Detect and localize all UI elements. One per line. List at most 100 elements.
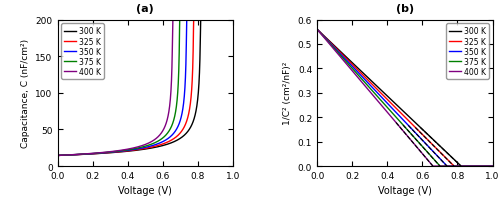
- 325 K: [192, 19, 198, 22]
- X-axis label: Voltage (V): Voltage (V): [118, 186, 172, 195]
- 350 K: [394, 113, 400, 116]
- 375 K: [230, 19, 236, 22]
- 325 K: [314, 29, 320, 31]
- 375 K: [400, 123, 406, 126]
- 375 K: [225, 19, 231, 22]
- 300 K: [135, 149, 141, 152]
- 350 K: [64, 154, 70, 156]
- 300 K: [484, 165, 490, 167]
- 375 K: [437, 165, 443, 167]
- 400 K: [140, 144, 146, 147]
- 350 K: [444, 165, 450, 167]
- Line: 400 K: 400 K: [317, 30, 492, 166]
- 350 K: [452, 165, 458, 167]
- 300 K: [54, 154, 60, 157]
- 375 K: [484, 165, 490, 167]
- 400 K: [314, 29, 320, 31]
- 325 K: [230, 19, 236, 22]
- 350 K: [490, 165, 496, 167]
- 325 K: [225, 19, 231, 22]
- 300 K: [490, 165, 496, 167]
- 350 K: [225, 19, 231, 22]
- 375 K: [314, 29, 320, 31]
- 350 K: [323, 38, 329, 41]
- 400 K: [484, 165, 490, 167]
- 400 K: [394, 124, 400, 126]
- Title: (b): (b): [396, 4, 414, 14]
- 375 K: [225, 19, 231, 22]
- 325 K: [394, 109, 400, 112]
- 325 K: [64, 154, 70, 156]
- 300 K: [225, 19, 231, 22]
- 350 K: [400, 118, 406, 121]
- 375 K: [484, 165, 490, 167]
- 350 K: [484, 165, 490, 167]
- 325 K: [140, 148, 146, 150]
- 300 K: [230, 19, 236, 22]
- 300 K: [400, 110, 406, 112]
- 350 K: [484, 165, 490, 167]
- Line: 375 K: 375 K: [58, 20, 233, 156]
- 350 K: [140, 147, 146, 149]
- Y-axis label: Capacitance, C (nF/cm²): Capacitance, C (nF/cm²): [21, 39, 30, 148]
- 375 K: [490, 165, 496, 167]
- Line: 325 K: 325 K: [317, 30, 492, 166]
- 350 K: [314, 29, 320, 31]
- 400 K: [323, 39, 329, 42]
- Line: 300 K: 300 K: [58, 20, 233, 156]
- Line: 300 K: 300 K: [317, 30, 492, 166]
- 325 K: [484, 165, 490, 167]
- 325 K: [400, 114, 406, 116]
- 300 K: [323, 37, 329, 40]
- 350 K: [135, 148, 141, 150]
- 375 K: [323, 39, 329, 41]
- 325 K: [451, 165, 457, 167]
- 325 K: [452, 165, 458, 167]
- 375 K: [54, 154, 60, 157]
- 300 K: [225, 19, 231, 22]
- 400 K: [64, 154, 70, 156]
- Line: 350 K: 350 K: [58, 20, 233, 156]
- 300 K: [452, 160, 458, 162]
- Legend: 300 K, 325 K, 350 K, 375 K, 400 K: 300 K, 325 K, 350 K, 375 K, 400 K: [62, 24, 104, 80]
- 300 K: [394, 105, 400, 108]
- 325 K: [225, 19, 231, 22]
- 300 K: [140, 149, 146, 151]
- 300 K: [198, 19, 203, 22]
- 400 K: [484, 165, 490, 167]
- Line: 325 K: 325 K: [58, 20, 233, 156]
- 300 K: [458, 165, 464, 167]
- 325 K: [190, 19, 196, 22]
- 400 K: [230, 19, 236, 22]
- Title: (a): (a): [136, 4, 154, 14]
- 375 K: [394, 118, 400, 121]
- 350 K: [230, 19, 236, 22]
- 350 K: [192, 19, 198, 22]
- 375 K: [135, 147, 141, 150]
- 400 K: [430, 165, 436, 167]
- 400 K: [135, 146, 141, 148]
- 300 K: [484, 165, 490, 167]
- 325 K: [323, 38, 329, 40]
- X-axis label: Voltage (V): Voltage (V): [378, 186, 432, 195]
- 300 K: [64, 154, 70, 156]
- 300 K: [192, 112, 198, 114]
- 400 K: [225, 19, 231, 22]
- 400 K: [192, 19, 198, 22]
- 325 K: [135, 149, 141, 151]
- Y-axis label: 1/C² (cm²/nF)²: 1/C² (cm²/nF)²: [284, 62, 292, 125]
- 375 K: [452, 165, 458, 167]
- Line: 350 K: 350 K: [317, 30, 492, 166]
- 375 K: [64, 154, 70, 156]
- 375 K: [176, 19, 182, 22]
- Legend: 300 K, 325 K, 350 K, 375 K, 400 K: 300 K, 325 K, 350 K, 375 K, 400 K: [446, 24, 488, 80]
- 350 K: [54, 154, 60, 157]
- 350 K: [225, 19, 231, 22]
- 400 K: [452, 165, 458, 167]
- Line: 400 K: 400 K: [58, 20, 233, 156]
- 400 K: [225, 19, 231, 22]
- 350 K: [184, 19, 190, 22]
- Line: 375 K: 375 K: [317, 30, 492, 166]
- 400 K: [54, 154, 60, 157]
- 325 K: [484, 165, 490, 167]
